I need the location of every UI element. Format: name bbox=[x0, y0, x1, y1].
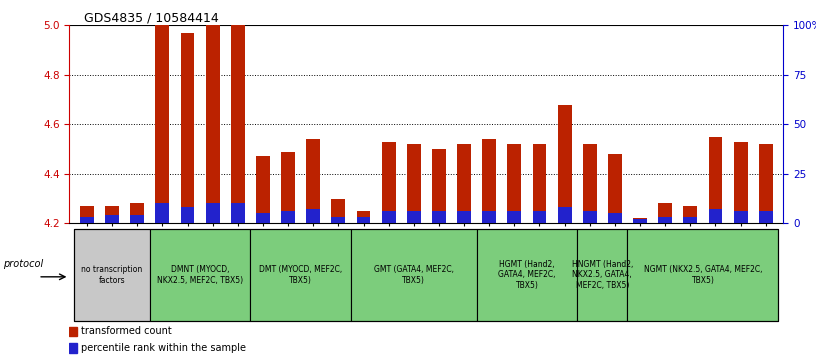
Bar bbox=[708, 137, 722, 223]
Bar bbox=[557, 105, 571, 223]
Bar bbox=[659, 203, 672, 223]
Bar bbox=[331, 217, 345, 223]
Bar bbox=[180, 33, 194, 223]
Bar bbox=[105, 206, 119, 223]
Bar bbox=[457, 144, 471, 223]
Bar bbox=[407, 144, 421, 223]
Bar bbox=[156, 203, 169, 223]
Bar bbox=[633, 218, 647, 223]
Bar bbox=[628, 229, 778, 321]
Bar bbox=[180, 207, 194, 223]
Text: protocol: protocol bbox=[3, 259, 44, 269]
Bar bbox=[357, 211, 370, 223]
Bar bbox=[150, 229, 251, 321]
Bar bbox=[533, 211, 547, 223]
Bar bbox=[508, 211, 521, 223]
Text: no transcription
factors: no transcription factors bbox=[82, 265, 143, 285]
Text: percentile rank within the sample: percentile rank within the sample bbox=[81, 343, 246, 353]
Bar bbox=[282, 211, 295, 223]
Bar bbox=[759, 211, 773, 223]
Bar bbox=[231, 203, 245, 223]
Bar bbox=[256, 213, 270, 223]
Bar bbox=[533, 144, 547, 223]
Bar bbox=[659, 217, 672, 223]
Bar bbox=[482, 211, 496, 223]
Bar bbox=[131, 203, 144, 223]
Bar bbox=[282, 151, 295, 223]
Bar bbox=[583, 211, 596, 223]
Bar bbox=[206, 25, 220, 223]
Bar bbox=[759, 144, 773, 223]
Text: transformed count: transformed count bbox=[81, 326, 171, 337]
Text: DMNT (MYOCD,
NKX2.5, MEF2C, TBX5): DMNT (MYOCD, NKX2.5, MEF2C, TBX5) bbox=[157, 265, 243, 285]
Text: HNGMT (Hand2,
NKX2.5, GATA4,
MEF2C, TBX5): HNGMT (Hand2, NKX2.5, GATA4, MEF2C, TBX5… bbox=[572, 260, 633, 290]
Bar bbox=[357, 217, 370, 223]
Bar bbox=[684, 206, 697, 223]
Bar bbox=[577, 229, 628, 321]
Bar bbox=[306, 139, 320, 223]
Bar bbox=[382, 142, 396, 223]
Bar bbox=[608, 213, 622, 223]
Bar bbox=[80, 206, 94, 223]
Bar bbox=[734, 142, 747, 223]
Bar bbox=[457, 211, 471, 223]
Bar bbox=[251, 229, 351, 321]
Bar bbox=[351, 229, 477, 321]
Bar bbox=[306, 209, 320, 223]
Bar bbox=[407, 211, 421, 223]
Text: NGMT (NKX2.5, GATA4, MEF2C,
TBX5): NGMT (NKX2.5, GATA4, MEF2C, TBX5) bbox=[644, 265, 762, 285]
Bar bbox=[608, 154, 622, 223]
Bar bbox=[477, 229, 577, 321]
Text: GMT (GATA4, MEF2C,
TBX5): GMT (GATA4, MEF2C, TBX5) bbox=[374, 265, 454, 285]
Bar bbox=[432, 211, 446, 223]
Bar bbox=[382, 211, 396, 223]
Bar bbox=[80, 217, 94, 223]
Bar bbox=[557, 207, 571, 223]
Bar bbox=[482, 139, 496, 223]
Bar bbox=[105, 215, 119, 223]
Bar bbox=[69, 327, 78, 336]
Text: HGMT (Hand2,
GATA4, MEF2C,
TBX5): HGMT (Hand2, GATA4, MEF2C, TBX5) bbox=[499, 260, 556, 290]
Bar bbox=[708, 209, 722, 223]
Bar bbox=[156, 25, 169, 223]
Bar bbox=[684, 217, 697, 223]
Bar bbox=[206, 203, 220, 223]
Bar bbox=[74, 229, 150, 321]
Bar bbox=[633, 219, 647, 223]
Bar bbox=[231, 25, 245, 223]
Bar bbox=[256, 156, 270, 223]
Text: DMT (MYOCD, MEF2C,
TBX5): DMT (MYOCD, MEF2C, TBX5) bbox=[259, 265, 342, 285]
Bar bbox=[69, 343, 78, 353]
Bar bbox=[508, 144, 521, 223]
Bar bbox=[432, 149, 446, 223]
Bar bbox=[734, 211, 747, 223]
Bar bbox=[583, 144, 596, 223]
Bar bbox=[331, 199, 345, 223]
Bar bbox=[131, 215, 144, 223]
Text: GDS4835 / 10584414: GDS4835 / 10584414 bbox=[83, 11, 219, 24]
